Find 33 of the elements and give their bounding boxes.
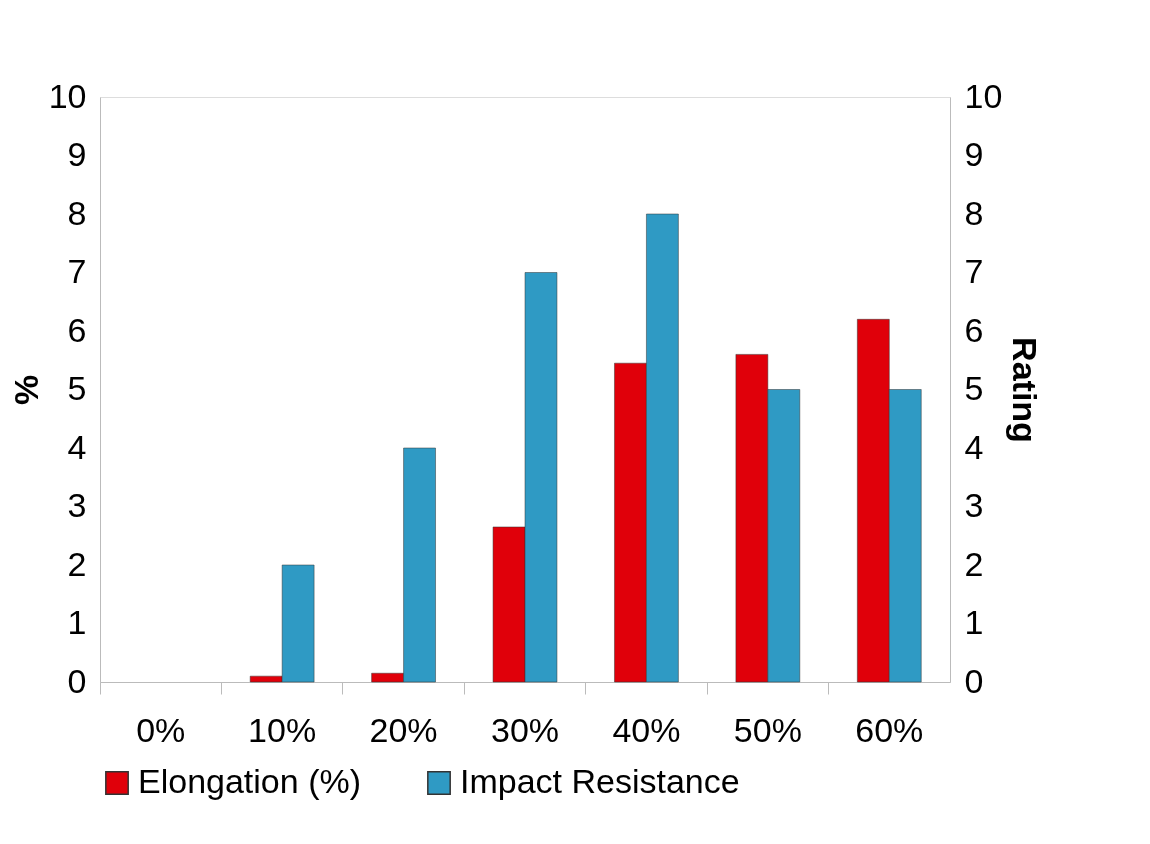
y2-tick-label: 0 [964, 661, 984, 700]
y-tick-label: 3 [67, 486, 87, 524]
x-tick-label: 20% [369, 710, 438, 749]
y2-tick-label: 10 [964, 76, 1003, 115]
y-tick-label: 8 [67, 193, 87, 232]
y2-axis-title: Rating [1006, 337, 1045, 443]
y-tick-label: 9 [67, 135, 87, 173]
y-axis-title: % [6, 374, 45, 406]
y2-tick-label: 7 [964, 252, 984, 290]
y2-tick-label: 3 [964, 486, 984, 524]
y-tick-label: 2 [67, 544, 87, 583]
y2-tick-label: 6 [964, 310, 984, 349]
y2-tick-label: 9 [964, 135, 984, 173]
x-tick-label: 40% [612, 710, 681, 749]
y-tick-label: 6 [67, 310, 87, 349]
y2-tick-label: 2 [964, 544, 984, 583]
x-tick-label: 30% [490, 710, 560, 749]
y2-tick-label: 1 [964, 603, 984, 641]
x-tick-label: 0% [136, 710, 186, 749]
x-tick-label: 10% [248, 710, 317, 749]
y-tick-label: 1 [67, 603, 87, 641]
y-tick-label: 10 [48, 76, 87, 115]
y-tick-label: 0 [67, 661, 87, 700]
y2-tick-label: 4 [964, 427, 984, 466]
y2-tick-label: 5 [964, 369, 984, 407]
y-tick-label: 4 [67, 427, 87, 466]
x-tick-label: 60% [855, 710, 924, 749]
legend-label: Impact Resistance [460, 762, 740, 800]
y2-tick-label: 8 [964, 193, 984, 232]
legend-label: Elongation (%) [138, 762, 362, 800]
y-tick-label: 7 [67, 252, 87, 290]
x-tick-label: 50% [733, 710, 802, 749]
y-tick-label: 5 [67, 369, 87, 407]
